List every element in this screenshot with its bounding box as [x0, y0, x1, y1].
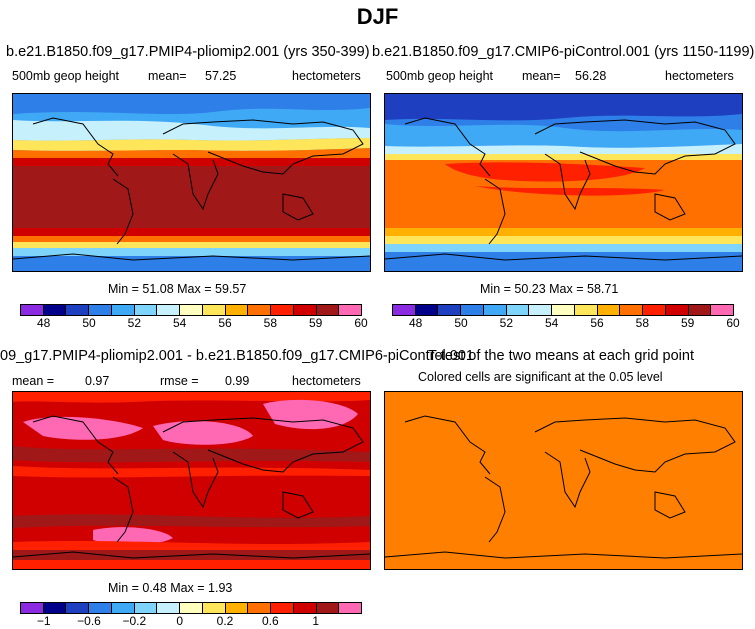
colorbar-tick-label: 56: [590, 316, 604, 330]
panel1-title: b.e21.B1850.f09_g17.PMIP4-pliomip2.001 (…: [6, 44, 370, 60]
colorbar-swatch: [688, 305, 712, 315]
colorbar-swatch: [157, 603, 181, 613]
colorbar-swatch: [552, 305, 575, 315]
colorbar-swatch: [43, 305, 67, 315]
colorbar-swatch: [271, 603, 294, 613]
panel2-title: b.e21.B1850.f09_g17.CMIP6-piControl.001 …: [372, 44, 755, 60]
colorbar-tick-label: 52: [127, 316, 142, 330]
colorbar-swatch: [316, 603, 340, 613]
panel1-minmax: Min = 51.08 Max = 59.57: [108, 282, 247, 296]
colorbar-swatch: [134, 305, 158, 315]
colorbar-tick-label: 48: [408, 316, 423, 330]
colorbar-tick-label: 50: [454, 316, 468, 330]
colorbar-tick-label: 1: [312, 614, 319, 628]
colorbar-tick-label: −1: [36, 614, 51, 628]
colorbar-swatch: [21, 603, 44, 613]
panel4-subtitle: Colored cells are significant at the 0.0…: [418, 370, 663, 384]
panel3-units: hectometers: [292, 374, 361, 388]
colorbar-swatch: [643, 305, 666, 315]
colorbar-tick-label: 60: [726, 316, 740, 330]
colorbar-swatch: [248, 305, 272, 315]
colorbar-tick-label: 58: [635, 316, 650, 330]
colorbar-swatch: [111, 603, 135, 613]
colorbar-swatch: [461, 305, 484, 315]
colorbar-swatch: [415, 305, 439, 315]
colorbar-swatch: [202, 603, 226, 613]
panel3-rmse-value: 0.99: [225, 374, 250, 388]
colorbar-swatch: [202, 305, 226, 315]
colorbar-swatch: [89, 305, 112, 315]
panel2-units: hectometers: [665, 69, 734, 83]
panel2-variable: 500mb geop height: [386, 69, 494, 83]
colorbar-swatch: [393, 305, 416, 315]
colorbar-tick-label: 60: [354, 316, 368, 330]
panel1-variable: 500mb geop height: [12, 69, 120, 83]
colorbar-tick-label: 58: [263, 316, 278, 330]
colorbar-tick-label: 59: [680, 316, 695, 330]
panel2-mean-value: 56.28: [575, 69, 607, 83]
colorbar-swatch: [483, 305, 507, 315]
colorbar-swatch: [180, 305, 203, 315]
panel1-mean-value: 57.25: [205, 69, 237, 83]
panel2-minmax: Min = 50.23 Max = 58.71: [480, 282, 619, 296]
colorbar-tick-label: 54: [544, 316, 559, 330]
colorbar-swatch: [506, 305, 530, 315]
panel1-mean-label: mean=: [148, 69, 187, 83]
colorbar-tick-label: 0.6: [261, 614, 279, 628]
panel3-mean-label: mean =: [12, 374, 55, 388]
colorbar-swatch: [529, 305, 553, 315]
panel3-title: 09_g17.PMIP4-pliomip2.001 - b.e21.B1850.…: [0, 348, 474, 364]
panel2-colorbar: [392, 304, 734, 316]
colorbar-swatch: [597, 305, 621, 315]
panel1-colorbar: [20, 304, 362, 316]
colorbar-swatch: [180, 603, 203, 613]
colorbar-swatch: [620, 305, 644, 315]
panel2-map: [384, 93, 743, 272]
colorbar-swatch: [157, 305, 181, 315]
colorbar-swatch: [225, 305, 249, 315]
panel3-rmse-label: rmse =: [160, 374, 199, 388]
colorbar-tick-label: 0.2: [216, 614, 234, 628]
colorbar-swatch: [134, 603, 158, 613]
colorbar-swatch: [574, 305, 598, 315]
colorbar-swatch: [43, 603, 67, 613]
colorbar-tick-label: −0.2: [122, 614, 147, 628]
colorbar-tick-label: 48: [36, 316, 51, 330]
colorbar-swatch: [271, 305, 294, 315]
panel3-minmax: Min = 0.48 Max = 1.93: [108, 581, 233, 595]
panel4-title: T-test of the two means at each grid poi…: [428, 348, 694, 364]
panel2-mean-label: mean=: [522, 69, 561, 83]
colorbar-swatch: [293, 603, 317, 613]
colorbar-swatch: [66, 603, 90, 613]
colorbar-swatch: [438, 305, 462, 315]
colorbar-swatch: [711, 305, 734, 315]
colorbar-swatch: [111, 305, 135, 315]
colorbar-swatch: [248, 603, 272, 613]
colorbar-swatch: [665, 305, 689, 315]
panel3-mean-value: 0.97: [85, 374, 110, 388]
colorbar-swatch: [89, 603, 112, 613]
panel1-map: [12, 93, 371, 272]
colorbar-swatch: [293, 305, 317, 315]
colorbar-swatch: [339, 305, 362, 315]
colorbar-swatch: [339, 603, 362, 613]
figure-title: DJF: [356, 4, 399, 29]
colorbar-swatch: [316, 305, 340, 315]
colorbar-tick-label: 59: [308, 316, 323, 330]
panel3-colorbar: [20, 602, 362, 614]
colorbar-tick-label: 54: [172, 316, 187, 330]
panel4-map: [384, 391, 743, 570]
colorbar-tick-label: 50: [82, 316, 96, 330]
colorbar-swatch: [21, 305, 44, 315]
panel3-map: [12, 391, 371, 570]
colorbar-tick-label: 56: [218, 316, 232, 330]
colorbar-tick-label: −0.6: [77, 614, 101, 628]
colorbar-tick-label: 0: [176, 614, 183, 628]
colorbar-tick-label: 52: [499, 316, 514, 330]
colorbar-swatch: [225, 603, 249, 613]
colorbar-swatch: [66, 305, 90, 315]
panel1-units: hectometers: [292, 69, 361, 83]
